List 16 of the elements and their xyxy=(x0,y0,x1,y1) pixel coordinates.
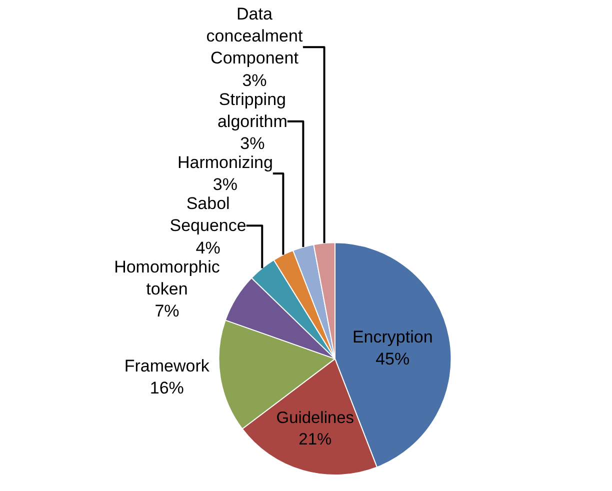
data-label: 4% xyxy=(196,238,220,258)
data-label: 16% xyxy=(150,378,184,398)
slice-label: Encryption xyxy=(352,328,433,346)
data-label: 3% xyxy=(242,70,267,90)
slice-label: Harmonizing xyxy=(177,152,273,172)
slice-label: Sabol Sequence xyxy=(170,194,246,236)
data-label: 45% xyxy=(376,350,410,369)
slice-label: Data concealment Component xyxy=(206,4,303,68)
slice-label: Stripping algorithm xyxy=(217,90,288,131)
data-label: 7% xyxy=(154,301,180,320)
slice-label: Framework xyxy=(124,356,210,376)
slice-label: Homomorphic token xyxy=(114,257,220,298)
data-label: 21% xyxy=(298,430,332,449)
data-label: 3% xyxy=(240,134,265,153)
data-label: 3% xyxy=(212,175,238,194)
slice-label: Guidelines xyxy=(276,409,354,428)
